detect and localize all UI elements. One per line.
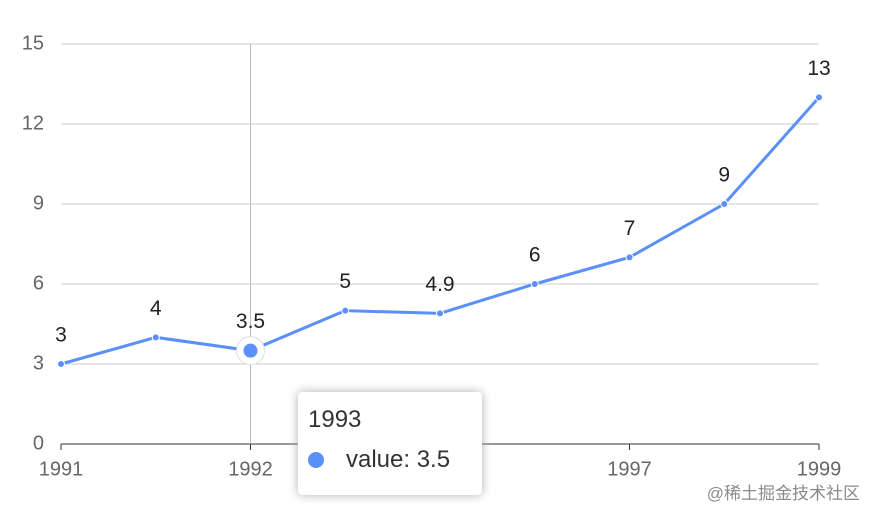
x-tick-label: 1997 [607, 458, 652, 480]
tooltip-entry: value: 3.5 [346, 446, 451, 473]
point [625, 253, 634, 262]
tooltip-title: 1993 [308, 406, 362, 433]
data-label: 3 [55, 324, 67, 347]
point [341, 306, 350, 315]
data-label: 6 [529, 244, 541, 267]
y-tick-label: 9 [33, 192, 44, 214]
y-tick-label: 3 [33, 352, 44, 374]
y-tick-label: 15 [22, 32, 44, 54]
tooltip-marker [308, 452, 324, 468]
x-tick-label: 1999 [797, 458, 842, 480]
point [815, 93, 823, 102]
watermark: @稀土掘金技术社区 [706, 484, 860, 503]
data-label: 3.5 [236, 310, 265, 333]
data-label: 4 [150, 297, 162, 320]
point [530, 280, 539, 288]
tooltip-entry-row: value: 3.5 [308, 446, 472, 474]
point [57, 360, 65, 368]
data-label: 5 [339, 270, 351, 293]
tooltip: 1993 value: 3.5 [298, 392, 482, 495]
point [436, 309, 444, 318]
point [720, 200, 729, 208]
x-tick-label: 1992 [228, 458, 273, 480]
data-label: 7 [624, 217, 636, 240]
line [60, 96, 821, 366]
y-tick-label: 6 [33, 272, 44, 294]
y-tick-label: 0 [33, 432, 44, 454]
point [243, 343, 258, 358]
data-label: 13 [807, 57, 830, 80]
y-tick-label: 12 [22, 112, 44, 134]
x-tick-label: 1991 [39, 458, 84, 480]
data-label: 4.9 [425, 273, 454, 296]
data-label: 9 [718, 164, 730, 187]
point [151, 333, 160, 342]
